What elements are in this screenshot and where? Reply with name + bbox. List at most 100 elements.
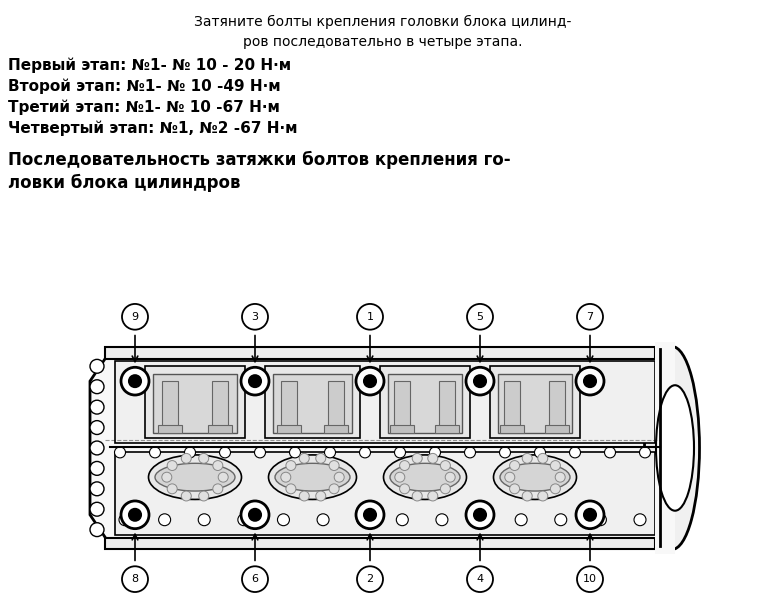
Bar [115, 361, 655, 443]
Circle shape [584, 509, 596, 521]
Circle shape [357, 304, 383, 330]
Circle shape [538, 453, 548, 463]
Bar [324, 425, 348, 432]
Circle shape [467, 304, 493, 330]
Circle shape [474, 509, 486, 521]
Ellipse shape [390, 463, 460, 491]
Text: 9: 9 [132, 312, 138, 322]
Circle shape [241, 501, 269, 529]
Circle shape [162, 472, 172, 482]
Circle shape [428, 453, 438, 463]
Circle shape [90, 380, 104, 394]
Circle shape [577, 566, 603, 592]
Bar [545, 425, 569, 432]
Circle shape [158, 514, 171, 526]
Text: Первый этап: №1- № 10 - 20 Н·м: Первый этап: №1- № 10 - 20 Н·м [8, 57, 291, 73]
Circle shape [555, 472, 565, 482]
Circle shape [364, 509, 376, 521]
Circle shape [317, 514, 329, 526]
Circle shape [436, 514, 448, 526]
Text: Последовательность затяжки болтов крепления го-: Последовательность затяжки болтов крепле… [8, 151, 510, 169]
Circle shape [90, 523, 104, 536]
Bar [212, 381, 228, 428]
Circle shape [90, 421, 104, 434]
Circle shape [289, 447, 301, 458]
Circle shape [122, 566, 148, 592]
Circle shape [129, 509, 141, 521]
Circle shape [220, 447, 230, 458]
Circle shape [584, 375, 596, 387]
Circle shape [199, 491, 209, 501]
Circle shape [316, 491, 326, 501]
Circle shape [129, 375, 141, 387]
Circle shape [577, 304, 603, 330]
Circle shape [90, 503, 104, 516]
Circle shape [90, 482, 104, 496]
Circle shape [213, 484, 223, 494]
Circle shape [538, 491, 548, 501]
Bar [105, 538, 655, 549]
Circle shape [329, 484, 339, 494]
Bar [490, 366, 580, 438]
Circle shape [168, 460, 177, 470]
Circle shape [569, 447, 581, 458]
Text: Второй этап: №1- № 10 -49 Н·м: Второй этап: №1- № 10 -49 Н·м [8, 78, 281, 94]
Ellipse shape [275, 463, 350, 491]
Circle shape [286, 460, 296, 470]
Bar [435, 425, 460, 432]
Text: 5: 5 [477, 312, 483, 322]
Bar [380, 366, 470, 438]
Circle shape [550, 484, 561, 494]
Bar [145, 366, 245, 438]
Circle shape [428, 491, 438, 501]
Circle shape [515, 514, 527, 526]
Circle shape [324, 447, 336, 458]
Polygon shape [90, 352, 660, 545]
Circle shape [357, 566, 383, 592]
Circle shape [90, 441, 104, 455]
Text: 3: 3 [252, 312, 259, 322]
Bar [655, 342, 675, 554]
Ellipse shape [269, 455, 356, 500]
Circle shape [412, 453, 422, 463]
Circle shape [149, 447, 161, 458]
Circle shape [509, 460, 519, 470]
Circle shape [474, 375, 486, 387]
Text: 1: 1 [366, 312, 373, 322]
Circle shape [604, 447, 616, 458]
Circle shape [412, 491, 422, 501]
Circle shape [90, 359, 104, 373]
Ellipse shape [383, 455, 467, 500]
Bar [390, 425, 415, 432]
Circle shape [505, 472, 515, 482]
Circle shape [121, 367, 149, 395]
Circle shape [122, 304, 148, 330]
Circle shape [466, 367, 494, 395]
Circle shape [396, 514, 409, 526]
Circle shape [299, 491, 309, 501]
Bar [504, 381, 520, 428]
Circle shape [249, 375, 261, 387]
Text: Затяните болты крепления головки блока цилинд-: Затяните болты крепления головки блока ц… [194, 15, 571, 29]
Circle shape [429, 447, 441, 458]
Circle shape [316, 453, 326, 463]
Ellipse shape [148, 455, 242, 500]
Circle shape [278, 514, 289, 526]
Bar [549, 381, 565, 428]
Bar [273, 374, 352, 432]
Bar [115, 453, 655, 535]
Circle shape [168, 484, 177, 494]
Bar [162, 381, 178, 428]
Text: 6: 6 [252, 574, 259, 584]
Circle shape [535, 447, 545, 458]
Circle shape [115, 447, 125, 458]
Circle shape [476, 514, 487, 526]
Circle shape [213, 460, 223, 470]
Bar [208, 425, 232, 432]
Circle shape [550, 460, 561, 470]
Circle shape [576, 501, 604, 529]
Bar [265, 366, 360, 438]
Circle shape [395, 472, 405, 482]
Circle shape [364, 375, 376, 387]
Circle shape [90, 400, 104, 414]
